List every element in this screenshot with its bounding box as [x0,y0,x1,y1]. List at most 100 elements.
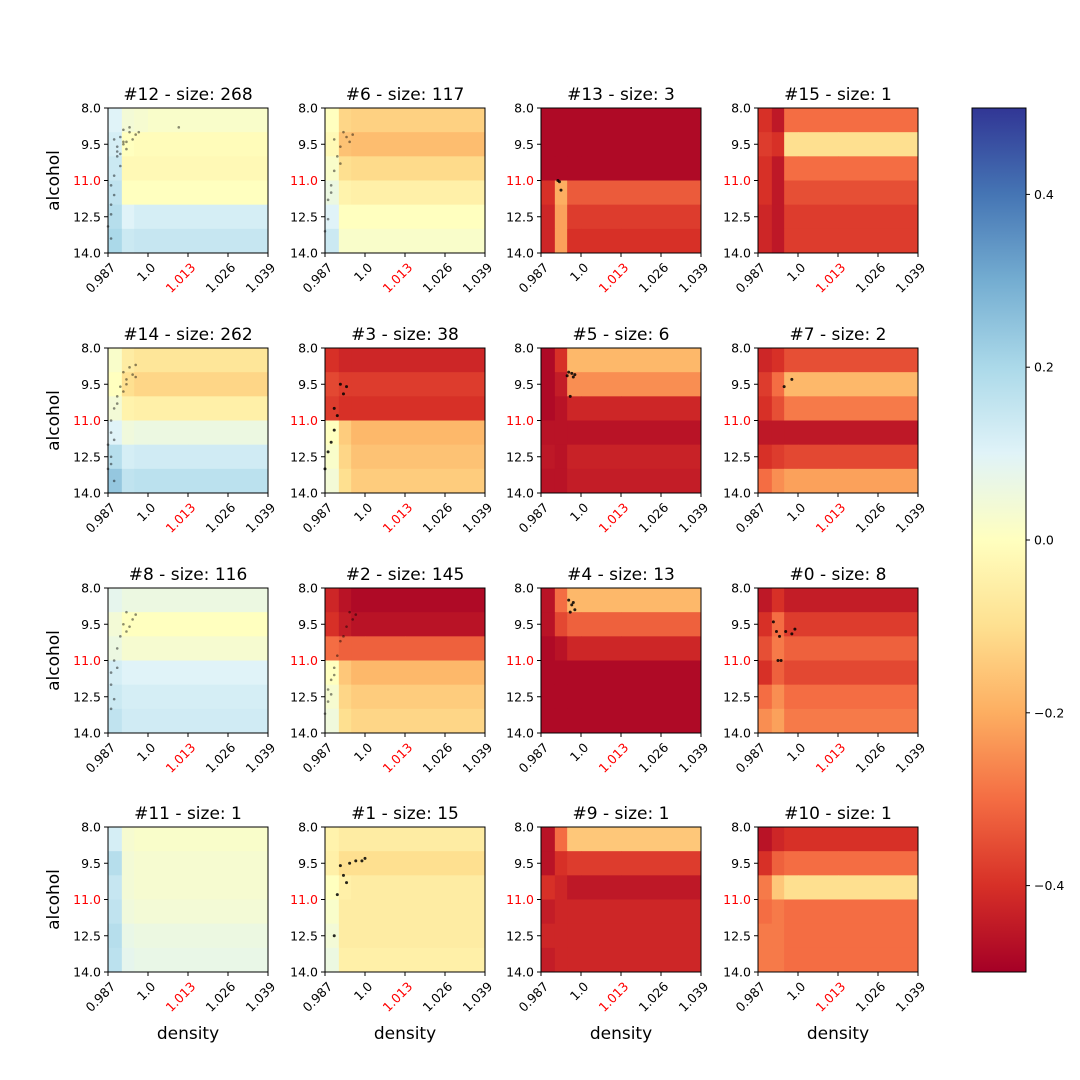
heatmap-cell [798,156,839,181]
scatter-point [329,678,333,682]
heatmap-cell [621,372,702,397]
heatmap-cell [838,588,919,613]
heatmap-cell [121,827,135,852]
heatmap-cell [567,636,582,661]
y-tick-label: 12.5 [73,209,101,224]
x-tick-label: 1.039 [460,979,496,1015]
heatmap-cell [798,228,839,254]
heatmap-cell [108,156,123,181]
heatmap-cell [108,851,123,876]
heatmap-cell [405,660,486,686]
x-tick-label: 1.026 [853,979,889,1015]
heatmap-cell [188,468,269,494]
heatmap-cell [338,132,352,157]
heatmap-cell [581,156,622,181]
heatmap-cell [108,468,123,494]
scatter-point [115,666,119,670]
heatmap-cell [108,875,123,900]
y-tick-label: 12.5 [506,689,534,704]
heatmap-cell [554,708,568,734]
heatmap-cell [798,348,839,373]
heatmap-cell [108,636,123,661]
x-tick-label: 1.0 [351,500,376,525]
heatmap-cell [134,899,149,925]
heatmap-cell [325,468,340,494]
heatmap-cell [365,923,406,949]
heatmap-cell [338,827,352,852]
scatter-point [332,169,336,173]
x-tick-label: 1.013 [380,979,416,1015]
heatmap-cell [108,660,123,686]
subplot-title: #15 - size: 1 [784,85,892,105]
heatmap-cell [771,636,785,661]
scatter-point [125,147,128,151]
heatmap-cell [784,420,799,446]
colorbar-tick-label: 0.4 [1034,187,1054,202]
heatmap-cell [554,947,568,973]
heatmap-cell [567,420,582,446]
x-tick-label: 1.039 [460,740,496,776]
heatmap-cell [108,420,123,446]
heatmap-cell [351,684,366,710]
heatmap-cell [784,684,799,710]
y-tick-label: 11.0 [506,413,534,428]
heatmap-cell [784,588,799,613]
heatmap-cell [338,923,352,949]
heatmap-cell [121,684,135,710]
x-tick-label: 1.013 [813,500,849,536]
y-tick-label: 9.5 [81,377,101,392]
heatmap-cell [838,923,919,949]
y-tick-label: 9.5 [81,617,101,632]
subplot-title: #12 - size: 268 [123,85,252,105]
heatmap-cell [351,612,366,637]
heatmap-cell [121,636,135,661]
x-tick-label: 0.987 [83,260,119,296]
heatmap-cell [541,947,556,973]
x-axis-label: density [374,1024,436,1044]
heatmap-cell [567,851,582,876]
y-tick-label: 11.0 [290,653,318,668]
subplot-cluster-2: #2 - size: 145 8.0 9.5 11.0 12.5 14.00.987 1.0… [290,565,495,776]
heatmap-cell [351,444,366,470]
y-tick-label: 14.0 [506,965,534,980]
heatmap-cell [541,420,556,446]
scatter-point [122,128,125,132]
x-tick-label: 1.0 [134,500,159,525]
heatmap-cell [758,180,773,206]
heatmap-cell [798,636,839,661]
heatmap-cell [148,612,189,637]
heatmap-cell [134,636,149,661]
heatmap-cell [108,132,123,157]
scatter-point [335,414,339,418]
heatmap-cell [365,588,406,613]
heatmap-cell [365,660,406,686]
heatmap-cell [188,875,269,900]
y-tick-label: 9.5 [514,377,534,392]
y-tick-label: 14.0 [506,246,534,261]
heatmap-cell [784,827,799,852]
heatmap-cell [338,108,352,133]
heatmap-cell [771,923,785,949]
heatmap-cell [148,684,189,710]
heatmap-cell [621,156,702,181]
heatmap-cell [554,468,568,494]
heatmap-cell [148,156,189,181]
heatmap-cell [758,708,773,734]
heatmap-cell [188,372,269,397]
heatmap-cell [405,468,486,494]
scatter-point [332,934,336,938]
heatmap-cell [148,899,189,925]
heatmap-cell [838,348,919,373]
heatmap-cell [758,468,773,494]
heatmap-cell [784,612,799,637]
heatmap-cell [121,444,135,470]
scatter-point [338,864,342,868]
x-tick-label: 1.013 [813,740,849,776]
heatmap-cell [338,396,352,421]
heatmap-cell [365,875,406,900]
heatmap-cell [134,612,149,637]
heatmap-cell [405,899,486,925]
x-tick-label: 1.0 [351,979,376,1004]
heatmap-cell [325,708,340,734]
scatter-point [109,213,113,216]
